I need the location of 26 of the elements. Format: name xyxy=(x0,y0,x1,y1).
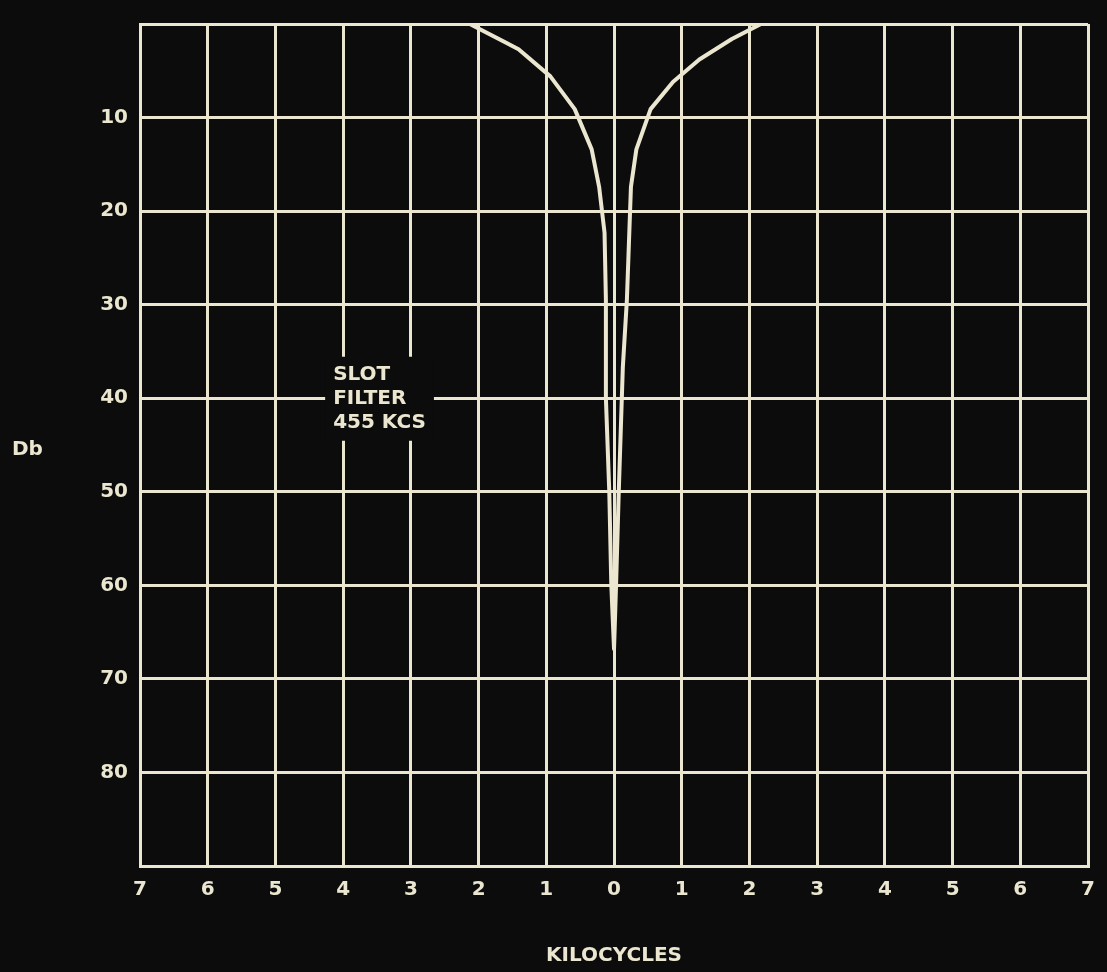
y-tick-label: 50 xyxy=(100,477,128,502)
x-tick-label: 1 xyxy=(539,876,554,901)
x-tick-label: 1 xyxy=(674,876,689,901)
x-tick-label: 6 xyxy=(1013,876,1028,901)
x-tick-label: 4 xyxy=(877,876,892,901)
x-tick-label: 3 xyxy=(403,876,418,901)
y-tick-label: 30 xyxy=(100,290,128,315)
y-tick-label: 80 xyxy=(100,758,128,783)
x-tick-label: 5 xyxy=(945,876,960,901)
x-tick-label: 6 xyxy=(200,876,215,901)
y-tick-label: 70 xyxy=(100,665,128,690)
x-tick-label: 7 xyxy=(133,876,147,901)
y-tick-label: 60 xyxy=(100,571,128,596)
x-tick-label: 3 xyxy=(810,876,825,901)
x-tick-label: 5 xyxy=(268,876,283,901)
x-tick-label: 7 xyxy=(1081,876,1095,901)
x-axis-title: KILOCYCLES xyxy=(546,942,682,967)
y-axis-title: Db xyxy=(12,436,43,461)
y-tick-label: 10 xyxy=(100,103,128,128)
x-tick-label: 4 xyxy=(336,876,351,901)
annotation: SLOT FILTER 455 KCS xyxy=(333,361,426,434)
y-tick-label: 40 xyxy=(100,384,128,409)
y-tick-label: 20 xyxy=(100,197,128,222)
x-tick-label: 0 xyxy=(607,876,621,901)
x-tick-label: 2 xyxy=(742,876,757,901)
x-tick-label: 2 xyxy=(471,876,486,901)
